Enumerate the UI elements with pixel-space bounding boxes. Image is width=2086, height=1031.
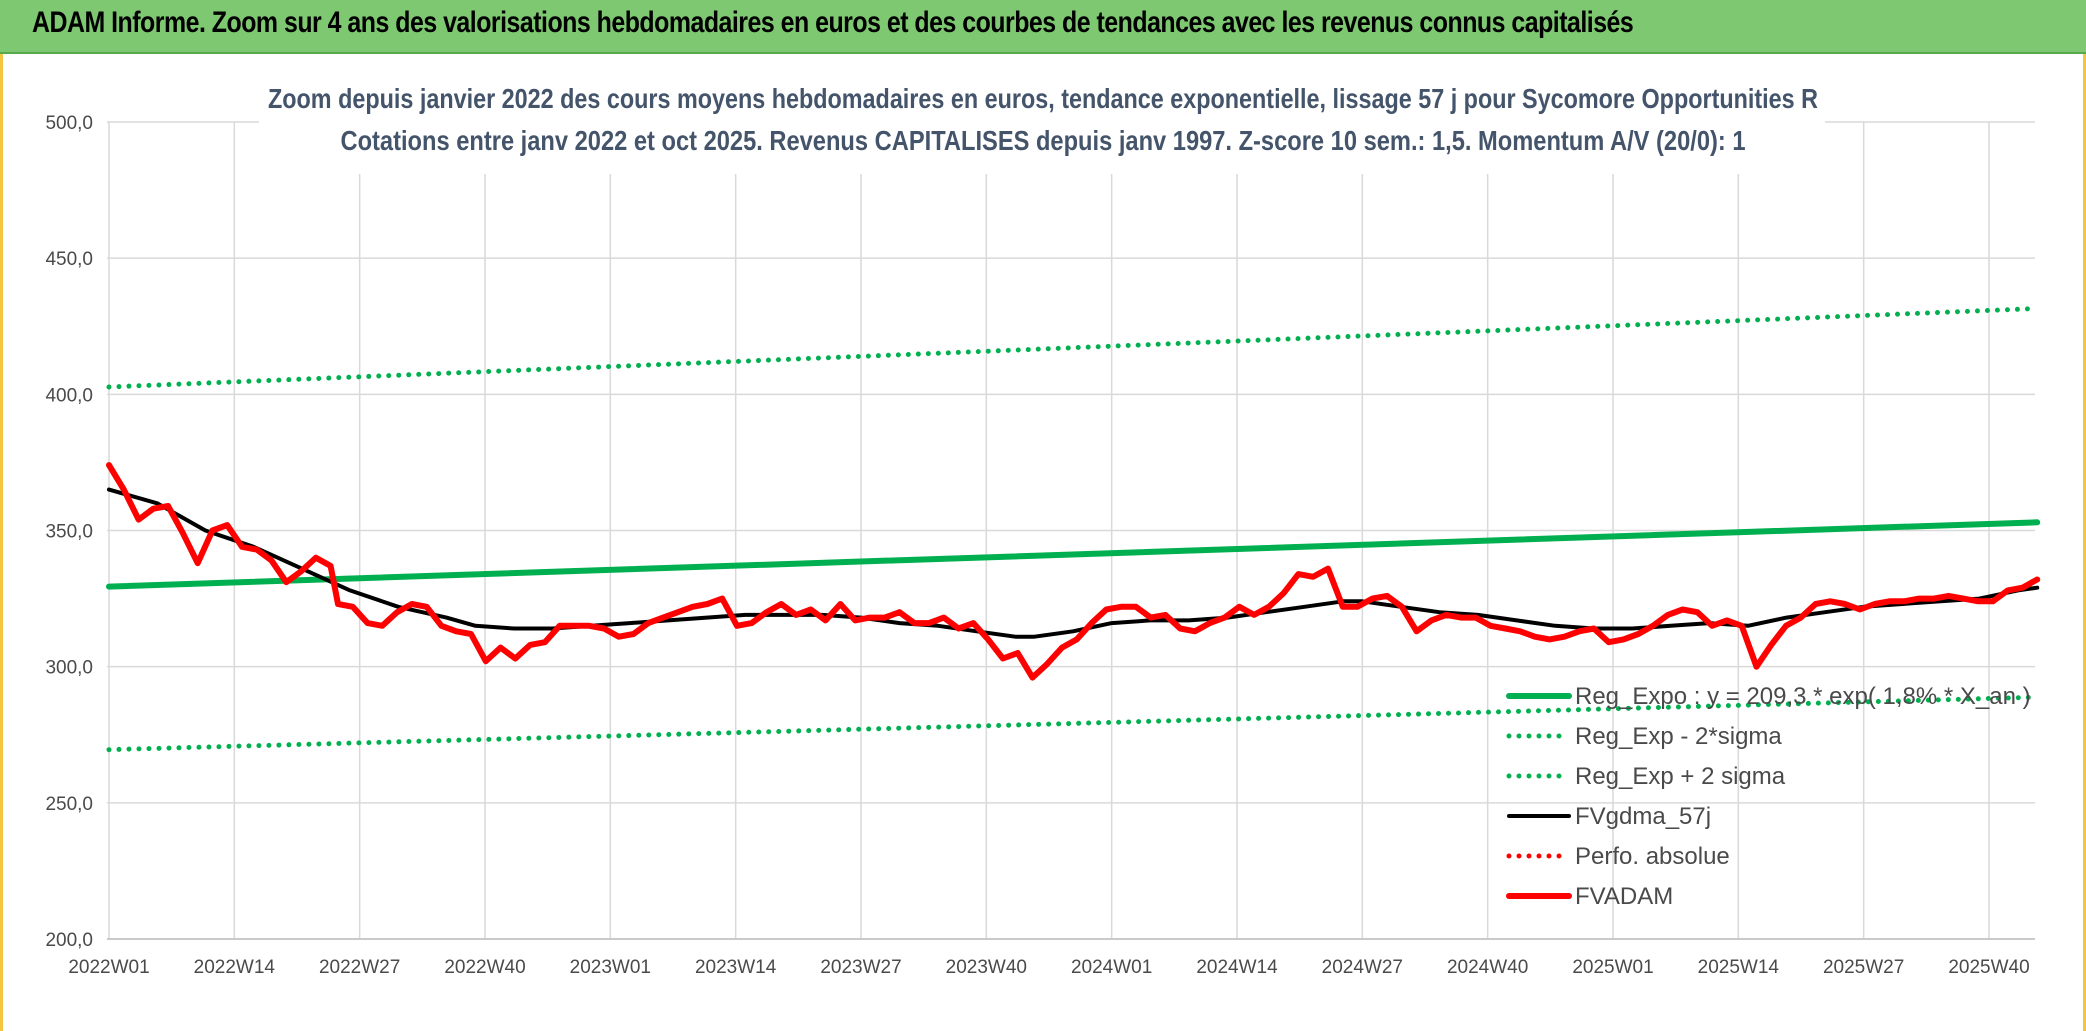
legend-label: FVgdma_57j [1575, 803, 1711, 830]
chart-svg: 200,0 250,0 300,0 350,0 400,0 450,0 500,0 2022W… [45, 72, 2041, 978]
x-tick-label: 2023W40 [946, 957, 1027, 978]
x-tick-label: 2025W27 [1823, 957, 1904, 978]
x-tick-label: 2025W14 [1698, 957, 1780, 978]
x-tick-label: 2023W27 [820, 957, 901, 978]
chart-title-line: Zoom depuis janvier 2022 des cours moyen… [268, 83, 1818, 114]
x-tick-label: 2024W14 [1196, 957, 1278, 978]
report-title: ADAM Informe. Zoom sur 4 ans des valoris… [32, 6, 1634, 39]
x-tick-label: 2022W01 [68, 957, 149, 978]
y-tick-label: 200,0 [45, 930, 93, 951]
x-tick-label: 2024W27 [1322, 957, 1403, 978]
legend-label: Reg_Exp - 2*sigma [1575, 723, 1782, 750]
x-tick-label: 2022W14 [194, 957, 276, 978]
y-tick-label: 300,0 [45, 658, 93, 679]
series-line-0 [106, 519, 2041, 590]
y-tick-label: 500,0 [45, 113, 93, 134]
x-tick-label: 2022W40 [444, 957, 525, 978]
x-tick-label: 2023W01 [570, 957, 651, 978]
report-banner: ADAM Informe. Zoom sur 4 ans des valoris… [0, 0, 2086, 54]
legend-label: Reg_Expo : y = 209,3 * exp( 1,8% * X_an … [1575, 683, 2031, 710]
x-tick-label: 2024W40 [1447, 957, 1528, 978]
x-tick-label: 2025W01 [1572, 957, 1653, 978]
y-tick-label: 400,0 [45, 385, 93, 406]
y-tick-label: 250,0 [45, 794, 93, 815]
series-line-1 [106, 694, 2040, 753]
chart-title-line: Cotations entre janv 2022 et oct 2025. R… [341, 125, 1746, 156]
x-tick-label: 2024W01 [1071, 957, 1152, 978]
legend-label: Perfo. absolue [1575, 843, 1730, 870]
legend-label: FVADAM [1575, 883, 1673, 910]
legend-label: Reg_Exp + 2 sigma [1575, 763, 1786, 790]
chart-frame: 200,0 250,0 300,0 350,0 400,0 450,0 500,0 2022W… [0, 54, 2086, 1031]
y-tick-label: 350,0 [45, 522, 93, 543]
series-line-2 [106, 306, 2040, 390]
x-tick-label: 2022W27 [319, 957, 400, 978]
y-tick-label: 450,0 [45, 249, 93, 270]
x-tick-label: 2025W40 [1948, 957, 2029, 978]
x-tick-label: 2023W14 [695, 957, 777, 978]
chart-title-box [259, 72, 1825, 174]
series-line-5 [106, 462, 2041, 681]
